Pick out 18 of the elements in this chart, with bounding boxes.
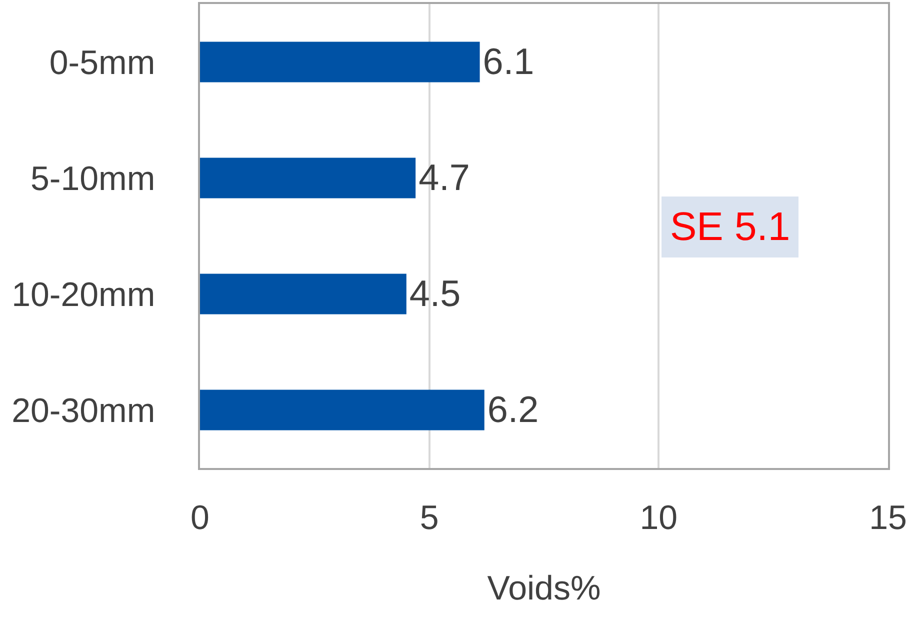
data-label: 4.7 bbox=[418, 156, 470, 198]
bar bbox=[200, 158, 416, 198]
x-axis-title: Voids% bbox=[487, 570, 601, 608]
y-tick-label: 20-30mm bbox=[12, 392, 156, 430]
data-label: 6.1 bbox=[482, 40, 534, 82]
data-label: 4.5 bbox=[409, 272, 461, 314]
y-tick-label: 0-5mm bbox=[49, 44, 156, 82]
y-tick-label: 5-10mm bbox=[30, 160, 156, 198]
x-tick-label: 10 bbox=[640, 498, 678, 537]
y-tick-label: 10-20mm bbox=[12, 276, 156, 314]
annotation: SE 5.1 bbox=[670, 205, 790, 249]
x-tick-label: 0 bbox=[190, 498, 210, 537]
x-tick-label: 15 bbox=[869, 498, 907, 537]
bar bbox=[200, 274, 406, 314]
bar bbox=[200, 42, 480, 82]
data-label: 6.2 bbox=[487, 388, 539, 430]
x-tick-label: 5 bbox=[420, 498, 439, 537]
bar bbox=[200, 390, 484, 430]
